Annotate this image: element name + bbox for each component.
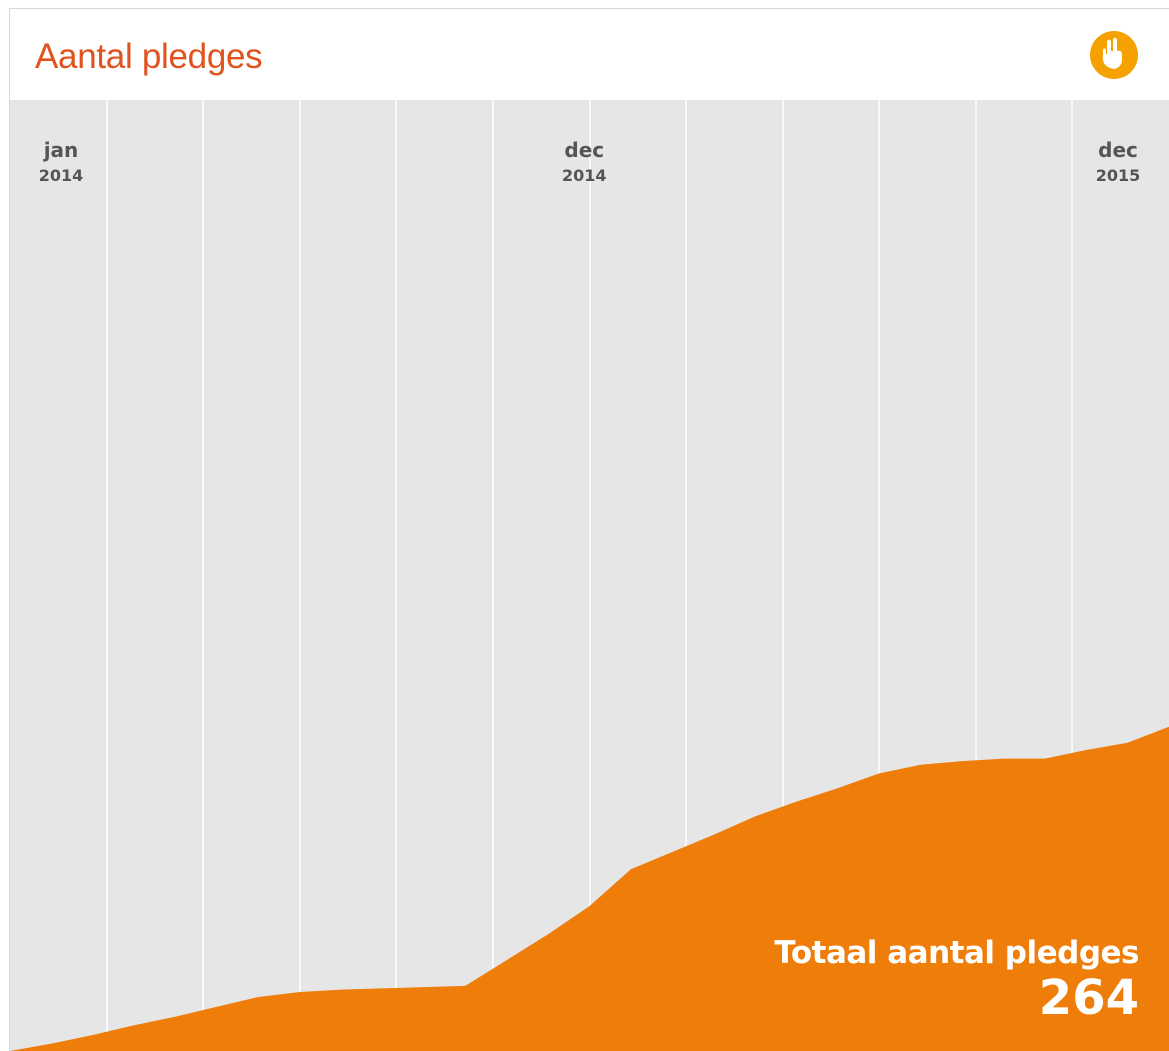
- x-tick-year: 2014: [562, 166, 607, 185]
- pledges-area-series: [10, 726, 1169, 1051]
- hand-peace-icon: [1090, 31, 1138, 79]
- x-tick-year: 2015: [1096, 166, 1141, 185]
- chart-plot-area: jan 2014 dec 2014 dec 2015 Totaal aantal pled…: [10, 100, 1169, 1051]
- area-chart: jan 2014 dec 2014 dec 2015: [10, 100, 1169, 1051]
- x-tick-month: jan: [43, 138, 79, 162]
- x-tick-month: dec: [1098, 138, 1138, 162]
- card-title: Aantal pledges: [35, 37, 263, 76]
- card-header: Aantal pledges: [10, 9, 1169, 100]
- total-value: 264: [1038, 970, 1139, 1026]
- x-tick-label-1: dec 2014: [562, 138, 607, 185]
- x-tick-label-2: dec 2015: [1096, 138, 1141, 185]
- pledges-card: Aantal pledges jan 2014 dec 2014 dec 2015 Tot…: [9, 8, 1169, 1051]
- x-tick-year: 2014: [39, 166, 84, 185]
- total-label: Totaal aantal pledges: [774, 935, 1139, 971]
- x-tick-label-0: jan 2014: [39, 138, 84, 185]
- x-tick-month: dec: [564, 138, 604, 162]
